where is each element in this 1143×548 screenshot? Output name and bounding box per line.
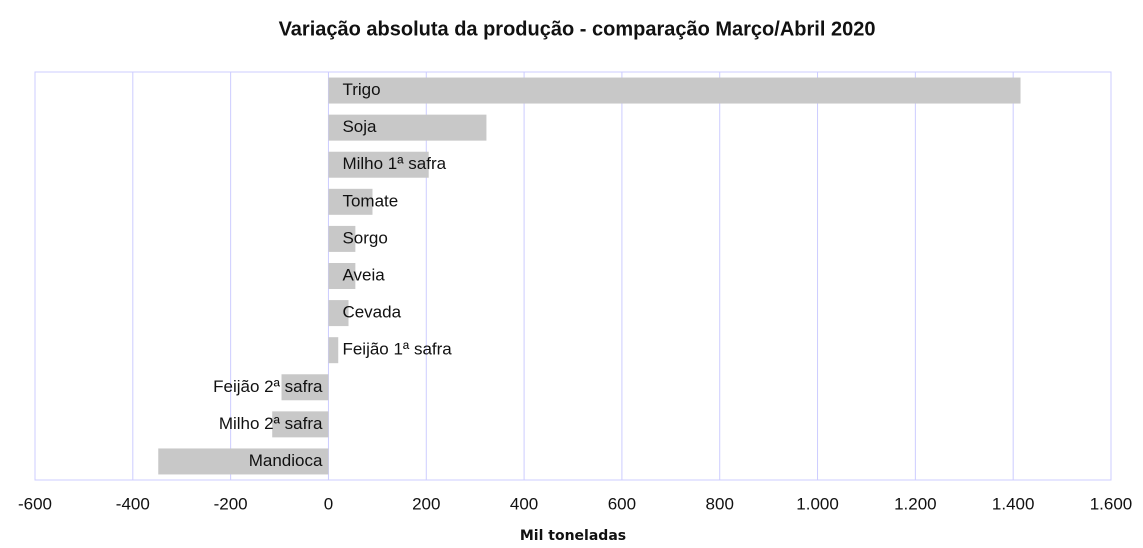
category-label: Sorgo <box>342 228 387 247</box>
bar <box>328 225 356 252</box>
bar <box>328 151 429 178</box>
category-label: Trigo <box>342 80 380 99</box>
category-label: Tomate <box>342 191 398 210</box>
x-tick-label: -200 <box>214 494 248 513</box>
category-label: Aveia <box>342 265 385 284</box>
x-tick-label: 1.200 <box>894 494 937 513</box>
category-label: Cevada <box>342 303 401 322</box>
bar <box>328 263 356 289</box>
bar <box>281 374 329 401</box>
x-tick-label: 800 <box>706 494 734 513</box>
x-tick-label: 1.000 <box>796 494 839 513</box>
x-tick-label: 400 <box>510 494 538 513</box>
category-label: Soja <box>342 117 377 136</box>
x-tick-label: 200 <box>412 494 440 513</box>
x-tick-label: -400 <box>116 494 150 513</box>
bar <box>328 114 487 141</box>
bar <box>272 411 329 438</box>
bar <box>328 188 373 215</box>
x-tick-label: 1.400 <box>992 494 1035 513</box>
x-tick-label: -600 <box>18 494 52 513</box>
category-label: Feijão 2ª safra <box>213 377 323 396</box>
x-axis-title: Mil toneladas <box>520 528 626 544</box>
chart-title: Variação absoluta da produção - comparaç… <box>279 18 876 40</box>
x-tick-label: 1.600 <box>1090 494 1133 513</box>
bar <box>328 77 1021 104</box>
category-label: Feijão 1ª safra <box>342 340 452 359</box>
bar <box>158 448 329 475</box>
bar <box>328 337 339 364</box>
category-label: Milho 1ª safra <box>342 154 446 173</box>
category-label: Mandioca <box>249 451 323 470</box>
plot-area <box>34 71 1112 481</box>
category-label: Milho 2ª safra <box>219 414 323 433</box>
bar <box>328 300 349 327</box>
x-tick-label: 0 <box>324 494 333 513</box>
x-tick-label: 600 <box>608 494 636 513</box>
